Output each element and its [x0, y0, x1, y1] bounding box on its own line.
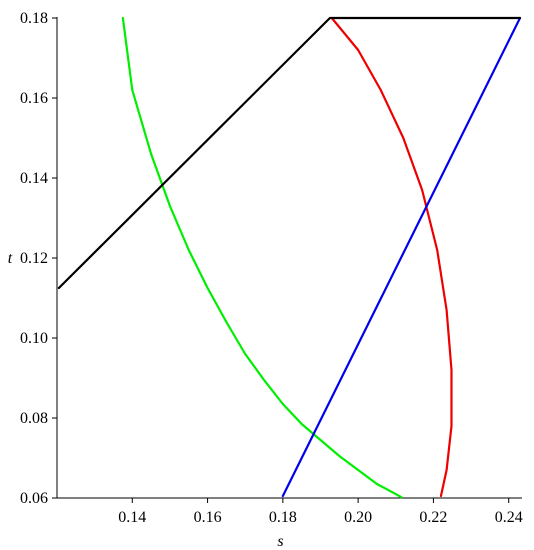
- series-layer: [57, 16, 522, 499]
- y-tick-label: 0.10: [20, 330, 48, 347]
- x-tick-label: 0.20: [344, 509, 372, 526]
- y-tick-label: 0.08: [20, 410, 48, 427]
- x-tick-label: 0.14: [118, 509, 146, 526]
- y-tick-label: 0.06: [20, 490, 48, 507]
- x-tick-label: 0.18: [269, 509, 297, 526]
- series-blue-line: [281, 16, 522, 498]
- x-tick-label: 0.16: [194, 509, 222, 526]
- x-tick-label: 0.22: [419, 509, 447, 526]
- series-green-curve: [121, 16, 403, 499]
- y-tick-label: 0.18: [20, 10, 48, 27]
- y-axis-label: t: [8, 250, 13, 267]
- series-red-curve: [330, 16, 453, 498]
- series-black-polyline: [57, 16, 522, 290]
- x-tick-label: 0.24: [495, 509, 523, 526]
- x-axis-label: s: [277, 533, 283, 550]
- labels-layer: s t: [8, 250, 284, 550]
- y-tick-label: 0.16: [20, 90, 48, 107]
- axes-layer: 0.14 0.16 0.18 0.20 0.22 0.24 0.06 0.08 0.10 0.12…: [20, 10, 523, 526]
- y-tick-label: 0.14: [20, 170, 48, 187]
- y-tick-label: 0.12: [20, 250, 48, 267]
